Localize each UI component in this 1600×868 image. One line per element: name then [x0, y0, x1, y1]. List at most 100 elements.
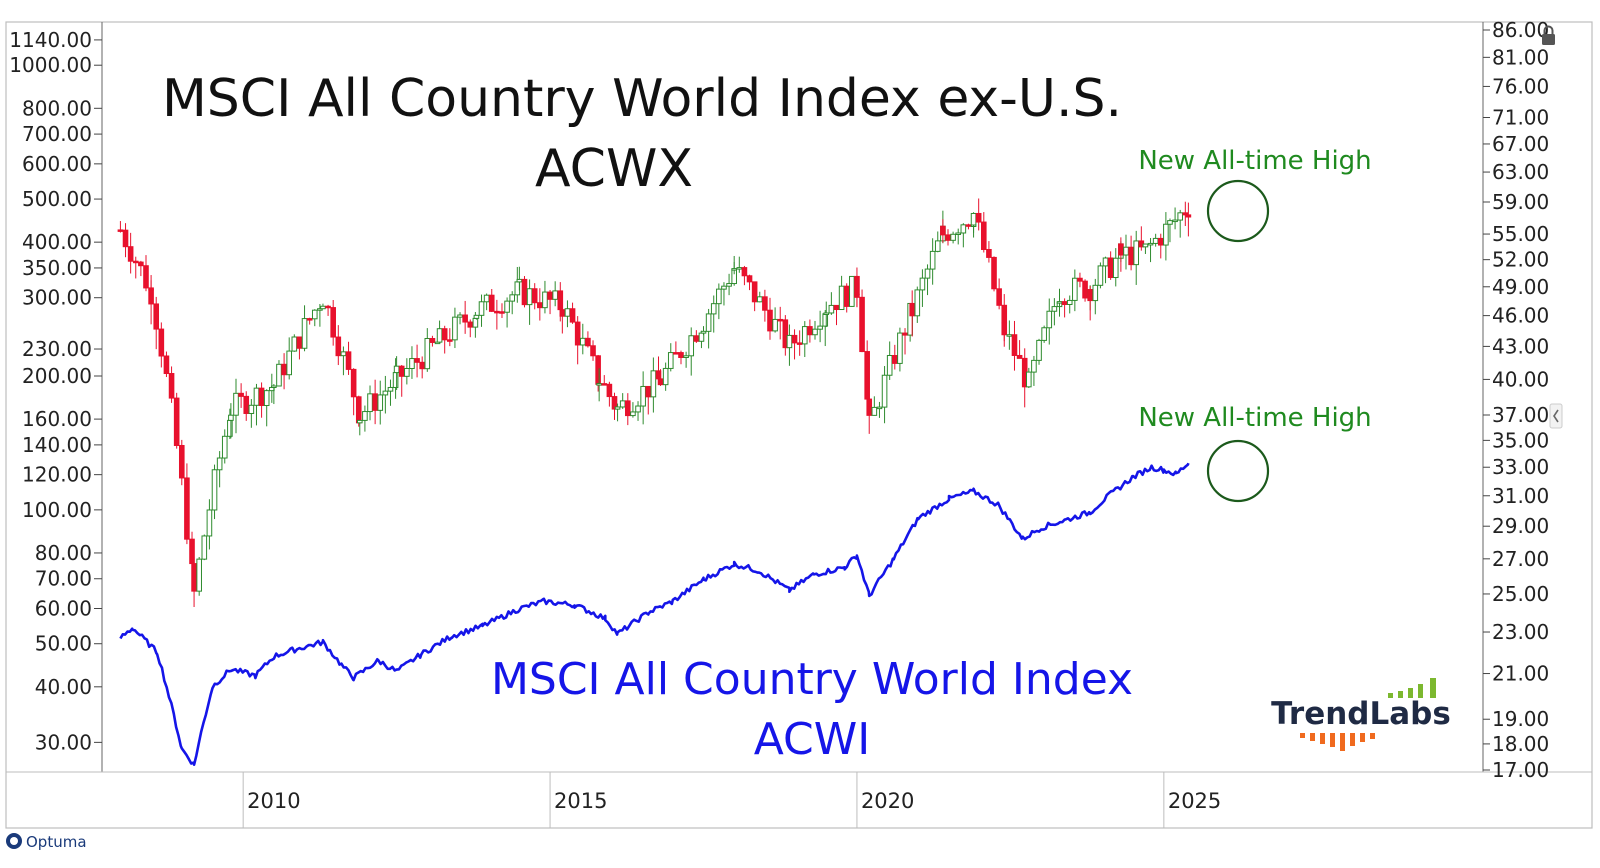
acwx-candle	[559, 303, 566, 334]
acwx-candle	[184, 463, 190, 545]
acwx-candle	[662, 362, 669, 391]
acwx-candle	[849, 275, 855, 307]
left-tick-label: 1140.00	[9, 28, 92, 52]
left-tick-label: 800.00	[22, 96, 92, 120]
acwx-candle	[645, 385, 652, 415]
acwx-candle	[211, 464, 218, 520]
acwx-candle	[683, 351, 689, 368]
acwx-candle	[667, 343, 674, 372]
lock-icon[interactable]	[1542, 25, 1555, 46]
acwx-candle	[452, 307, 458, 349]
acwx-candle	[886, 341, 893, 380]
acwx-candle	[258, 382, 265, 418]
collapse-panel-icon[interactable]	[1549, 403, 1563, 429]
acwx-candle	[253, 383, 260, 426]
acwx-candle	[409, 346, 415, 379]
acwx-candle	[919, 269, 926, 307]
left-tick-label: 200.00	[22, 364, 92, 388]
year-tick-label: 2010	[247, 789, 300, 813]
right-tick-label: 52.00	[1492, 248, 1549, 272]
logo-wordmark: TrendLabs	[1271, 696, 1451, 732]
left-tick-label: 500.00	[22, 187, 92, 211]
right-tick-label: 40.00	[1492, 367, 1549, 391]
acwx-candle	[201, 534, 208, 561]
acwx-ath-label: New All-time High	[1138, 146, 1371, 176]
acwx-candle	[1092, 278, 1099, 315]
acwx-candle	[462, 300, 468, 334]
acwx-candle	[196, 556, 202, 596]
right-tick-label: 17.00	[1492, 758, 1549, 782]
right-tick-label: 76.00	[1492, 74, 1549, 98]
right-tick-label: 63.00	[1492, 160, 1549, 184]
acwx-candle	[1061, 298, 1068, 318]
acwx-candle	[955, 228, 962, 245]
acwx-candle	[377, 380, 384, 425]
right-tick-label: 43.00	[1492, 334, 1549, 358]
acwx-candle	[1182, 201, 1189, 227]
acwx-candle	[311, 309, 318, 327]
acwx-candle	[751, 281, 758, 312]
acwx-candle	[1041, 325, 1047, 343]
acwx-candle	[158, 322, 165, 368]
acwx-candle	[902, 328, 908, 355]
acwx-candle	[122, 223, 129, 258]
right-tick-label: 31.00	[1492, 484, 1549, 508]
year-tick-label: 2015	[554, 789, 607, 813]
acwx-candle	[601, 375, 608, 386]
acwx-candle	[970, 212, 977, 238]
optuma-branding: Optuma	[6, 833, 87, 851]
acwx-candle	[542, 280, 548, 314]
acwx-candle	[596, 368, 602, 402]
acwx-candle	[1036, 338, 1042, 365]
acwx-candle	[263, 389, 270, 427]
acwx-candle	[143, 255, 149, 292]
logo-bars-up	[1388, 678, 1436, 698]
acwx-candle	[404, 358, 410, 385]
acwx-candle	[419, 356, 425, 379]
acwx-candle	[1046, 298, 1053, 345]
acwx-candle	[786, 324, 793, 366]
acwx-candle	[516, 266, 523, 291]
acwx-candle	[228, 403, 234, 439]
acwx-candle	[657, 369, 664, 386]
acwx-candle	[499, 303, 505, 318]
right-tick-label: 55.00	[1492, 222, 1549, 246]
left-tick-label: 350.00	[22, 256, 92, 280]
acwx-candle	[1128, 235, 1134, 271]
right-tick-label: 19.00	[1492, 707, 1549, 731]
acwx-candle	[828, 292, 835, 315]
acwx-candle	[1097, 262, 1104, 289]
left-tick-label: 600.00	[22, 152, 92, 176]
acwx-candle	[350, 368, 357, 416]
acwx-candle	[1177, 209, 1184, 238]
acwx-candle	[216, 451, 223, 488]
acwx-candle	[716, 283, 722, 320]
right-tick-label: 35.00	[1492, 428, 1549, 452]
acwx-candle	[934, 231, 941, 253]
right-tick-label: 86.00	[1492, 18, 1549, 42]
acwx-candle	[688, 327, 695, 376]
acwx-candle	[807, 319, 813, 343]
trendlabs-logo: TrendLabs	[1271, 678, 1451, 751]
year-tick-label: 2025	[1168, 789, 1221, 813]
left-tick-label: 400.00	[22, 230, 92, 254]
acwx-candle	[340, 346, 347, 376]
acwx-candle	[473, 314, 480, 320]
acwx-candle	[801, 321, 808, 358]
acwx-candle	[1082, 279, 1088, 302]
acwx-candle	[382, 375, 389, 414]
acwx-candle	[590, 340, 596, 361]
acwx-candle	[1147, 238, 1154, 263]
acwx-candle	[777, 306, 784, 340]
acwx-candle	[1072, 269, 1078, 312]
acwx-candle	[741, 265, 748, 286]
right-tick-label: 18.00	[1492, 732, 1549, 756]
acwx-candle	[478, 294, 485, 327]
acwx-candle	[163, 351, 170, 378]
acwx-candle	[859, 289, 865, 353]
left-tick-label: 160.00	[22, 407, 92, 431]
acwx-candle	[585, 331, 591, 348]
year-tick-label: 2020	[861, 789, 914, 813]
acwx-candle	[569, 302, 576, 324]
